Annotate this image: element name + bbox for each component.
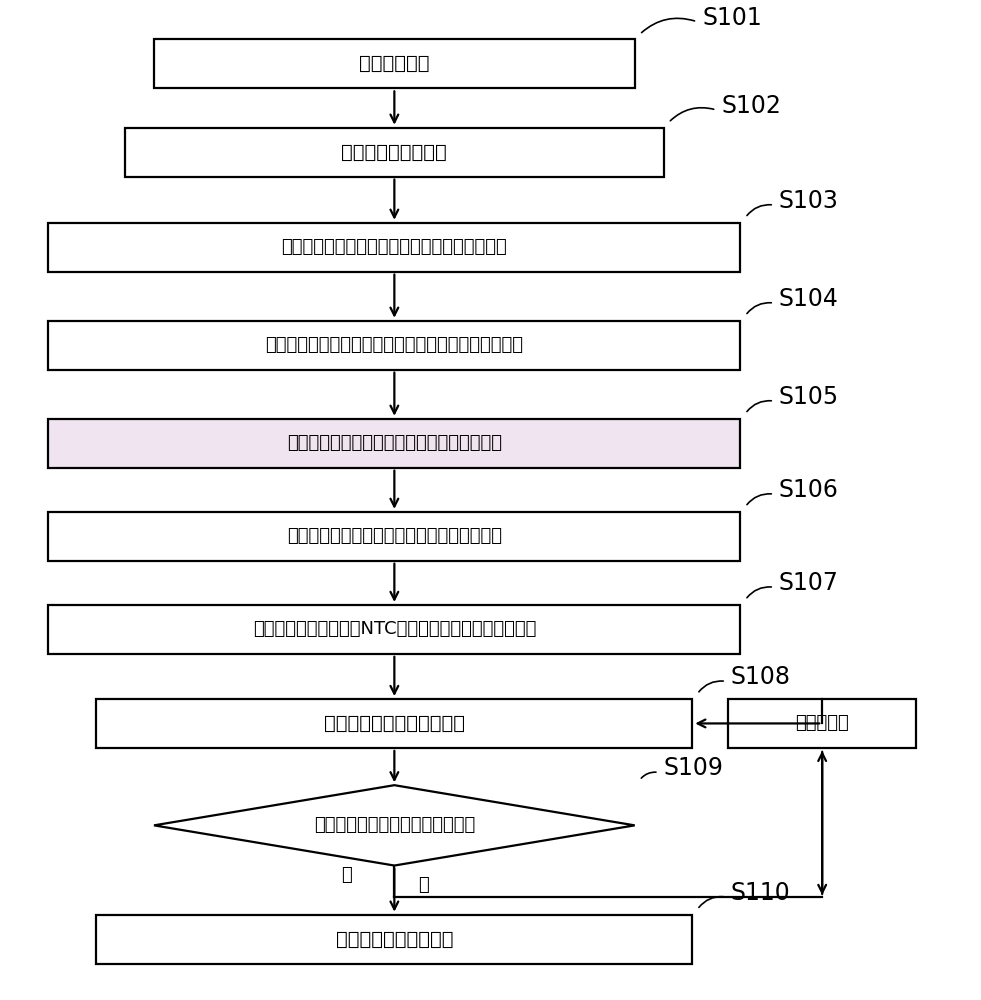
Bar [96, 699, 693, 748]
Polygon shape [154, 785, 635, 866]
Text: 删除该方案: 删除该方案 [796, 714, 849, 732]
Bar [48, 419, 741, 468]
Text: S108: S108 [731, 665, 791, 689]
Text: S106: S106 [779, 478, 839, 502]
Bar [48, 512, 741, 561]
Text: 计算各方案分区前后的NTC之差，按从小到大的顺序排序: 计算各方案分区前后的NTC之差，按从小到大的顺序排序 [253, 620, 536, 638]
Text: 结合有效性分析和变电站的地理位置确定初步分区方法: 结合有效性分析和变电站的地理位置确定初步分区方法 [266, 336, 523, 354]
Text: 确定该方案为最优方案: 确定该方案为最优方案 [336, 930, 453, 949]
Bar [48, 321, 741, 370]
Text: S107: S107 [779, 571, 839, 595]
Text: 计算各方案的总供电能力和网络转移供电能力: 计算各方案的总供电能力和网络转移供电能力 [286, 527, 502, 545]
Text: 计算分区前的总供电能力和网络转移供电能力: 计算分区前的总供电能力和网络转移供电能力 [286, 434, 502, 452]
Bar [48, 223, 741, 272]
Text: 从排序中选取差值小的方案: 从排序中选取差值小的方案 [324, 714, 465, 733]
Text: S101: S101 [702, 6, 762, 30]
Bar [126, 128, 663, 177]
Bar [729, 699, 916, 748]
Text: S109: S109 [663, 756, 723, 780]
Bar [48, 605, 741, 654]
Text: 该方案的各区域符合分配是否均匀: 该方案的各区域符合分配是否均匀 [314, 816, 475, 834]
Text: 对变电站编号: 对变电站编号 [359, 54, 430, 73]
Text: 确定配电网分区个数: 确定配电网分区个数 [341, 143, 447, 162]
Text: S102: S102 [721, 94, 781, 118]
Text: S110: S110 [731, 881, 791, 905]
Text: S105: S105 [779, 385, 839, 409]
Text: S103: S103 [779, 189, 839, 213]
Bar [154, 39, 635, 88]
Text: S104: S104 [779, 287, 839, 311]
Text: 是: 是 [341, 866, 351, 884]
Text: 计算每条联络的有效性以及各站间联络的有效性: 计算每条联络的有效性以及各站间联络的有效性 [282, 238, 507, 256]
Bar [96, 915, 693, 964]
Text: 否: 否 [418, 876, 429, 894]
